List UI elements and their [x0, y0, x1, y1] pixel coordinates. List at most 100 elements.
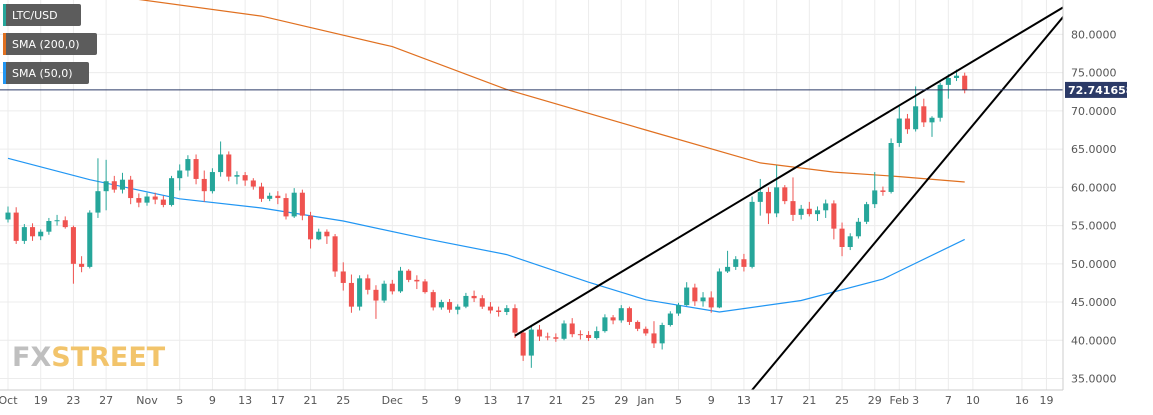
candle-body — [512, 308, 518, 333]
candle-down — [569, 318, 575, 338]
candle-up — [316, 228, 322, 241]
candle-up — [659, 322, 665, 350]
legend-box — [3, 33, 97, 55]
candle-down — [643, 326, 649, 336]
candle-body — [569, 323, 575, 335]
candle-up — [357, 275, 363, 311]
candle-body — [880, 190, 886, 192]
sma50-line — [7, 157, 965, 313]
candle-up — [823, 199, 829, 218]
candle-body — [782, 187, 788, 202]
candle-body — [70, 227, 76, 264]
candle-body — [741, 259, 747, 267]
candle-body — [757, 191, 763, 202]
x-tick-label: 17 — [516, 394, 530, 407]
candle-body — [904, 118, 910, 130]
y-tick-label: 40.0000 — [1071, 334, 1117, 347]
candle-body — [136, 198, 142, 203]
legend-swatch — [3, 33, 6, 55]
candle-up — [798, 204, 804, 220]
candle-down — [136, 193, 142, 208]
candle-body — [348, 282, 354, 307]
x-tick-label: 27 — [99, 394, 113, 407]
candle-body — [291, 192, 297, 217]
candle-down — [880, 186, 886, 196]
x-tick-label: 17 — [271, 394, 285, 407]
x-tick-label: 3 — [912, 394, 919, 407]
candle-up — [749, 196, 755, 269]
candle-body — [242, 175, 248, 181]
x-tick-label: 21 — [549, 394, 563, 407]
candle-down — [545, 332, 551, 341]
candle-up — [95, 158, 101, 218]
candle-up — [397, 266, 404, 293]
candle-body — [38, 231, 44, 237]
candle-up — [54, 214, 60, 226]
candle-up — [528, 325, 534, 368]
candle-down — [373, 285, 379, 319]
candle-up — [209, 168, 215, 194]
candle-down — [471, 290, 477, 303]
candle-down — [250, 178, 256, 190]
candle-body — [169, 178, 175, 205]
candle-body — [218, 154, 224, 173]
x-tick-label: 13 — [238, 394, 252, 407]
legend: LTC/USD SMA (200,0) SMA (50,0) — [3, 4, 97, 84]
trendline — [751, 15, 1063, 390]
candle-body — [716, 271, 722, 308]
x-tick-label: 7 — [945, 394, 952, 407]
candle-body — [471, 295, 477, 299]
legend-item: SMA (200,0) — [3, 33, 97, 55]
x-tick-label: 21 — [304, 394, 318, 407]
candle-down — [414, 275, 420, 290]
candle-body — [152, 196, 158, 200]
candle-body — [332, 236, 338, 272]
candle-body — [479, 298, 485, 307]
candle-body — [953, 75, 960, 78]
candle-body — [226, 154, 232, 177]
x-tick-label: 13 — [483, 394, 497, 407]
candle-down — [283, 193, 289, 220]
candle-up — [119, 172, 126, 194]
candle-down — [577, 330, 583, 340]
y-tick-label: 50.0000 — [1071, 258, 1117, 271]
candle-body — [528, 329, 534, 356]
y-tick-label: 45.0000 — [1071, 296, 1117, 309]
candle-down — [70, 225, 76, 284]
candle-body — [46, 221, 52, 232]
candle-down — [299, 189, 305, 221]
candle-body — [299, 192, 305, 216]
x-tick-label: 13 — [737, 394, 751, 407]
candle-up — [594, 326, 600, 340]
candle-up — [234, 171, 240, 185]
candle-up — [675, 302, 682, 316]
sma50-series — [7, 157, 965, 313]
candle-down — [765, 187, 771, 225]
candle-body — [962, 75, 968, 91]
x-tick-label: 9 — [708, 394, 715, 407]
candle-body — [651, 333, 657, 344]
x-tick-label: 16 — [1015, 394, 1029, 407]
candle-up — [177, 164, 183, 191]
candle-down — [839, 222, 845, 257]
y-tick-label: 35.0000 — [1071, 373, 1117, 386]
candle-down — [242, 172, 248, 186]
candle-body — [806, 208, 812, 215]
candle-down — [258, 182, 265, 202]
candle-body — [283, 198, 289, 217]
candle-up — [716, 268, 722, 309]
candle-body — [594, 331, 600, 338]
candle-body — [267, 195, 273, 199]
candle-down — [348, 274, 354, 313]
candle-body — [602, 317, 608, 332]
candle-body — [921, 106, 927, 123]
candle-up — [381, 280, 387, 303]
watermark-street: STREET — [51, 342, 166, 373]
candle-body — [422, 281, 428, 293]
candle-body — [193, 159, 199, 179]
candle-body — [545, 336, 551, 338]
candle-body — [234, 175, 240, 177]
candle-down — [586, 331, 592, 342]
candle-down — [512, 304, 518, 338]
